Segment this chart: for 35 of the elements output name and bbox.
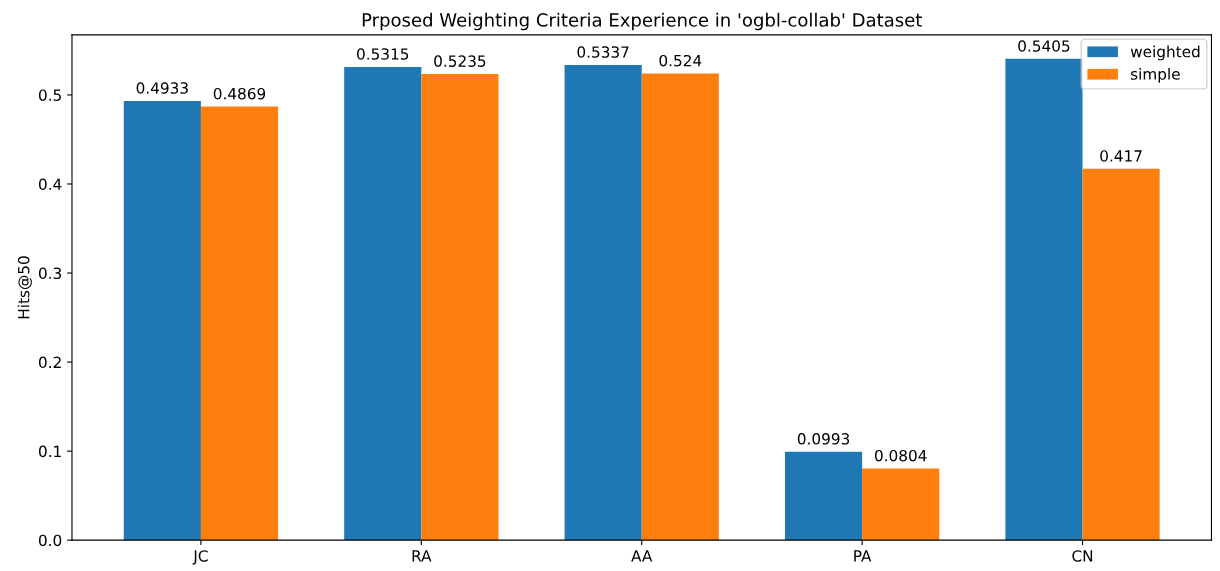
bar [1005,58,1083,541]
y-tick-label: 0.2 [38,356,61,369]
y-tick-label: 0.0 [38,534,62,547]
y-tick-label: 0.1 [38,445,61,458]
legend-label: weighted [1130,45,1200,61]
x-tick-label: CN [1072,550,1093,562]
data-label: 0.4933 [136,82,188,94]
data-label: 0.524 [659,54,702,67]
data-label: 0.0993 [797,433,850,445]
data-label: 0.5235 [434,55,486,67]
y-tick-label: 0.5 [38,89,61,101]
data-label: 0.0804 [874,449,927,462]
x-tick-label: JC [192,550,208,565]
y-tick-label: 0.3 [38,267,62,280]
bar [1082,168,1160,541]
bar [200,106,279,541]
legend-label: simple [1130,67,1180,83]
x-tick-label: PA [854,550,872,562]
bar [421,74,499,541]
bar [123,100,201,541]
bar [641,73,719,541]
data-label: 0.5337 [577,46,629,58]
bar [784,451,863,541]
data-label: 0.417 [1100,150,1142,162]
bar [564,64,642,541]
x-tick-label: RA [412,550,432,562]
y-axis-title: Hits@50 [17,256,32,319]
bar [344,66,422,541]
data-label: 0.5405 [1018,40,1070,52]
y-tick-label: 0.4 [38,178,62,190]
chart-title: Prposed Weighting Criteria Experience in 'ogbl-collab' Dataset [362,12,922,31]
data-label: 0.5315 [357,48,409,60]
data-label: 0.4869 [213,87,266,100]
bar [862,468,940,541]
x-tick-label: AA [631,550,653,562]
